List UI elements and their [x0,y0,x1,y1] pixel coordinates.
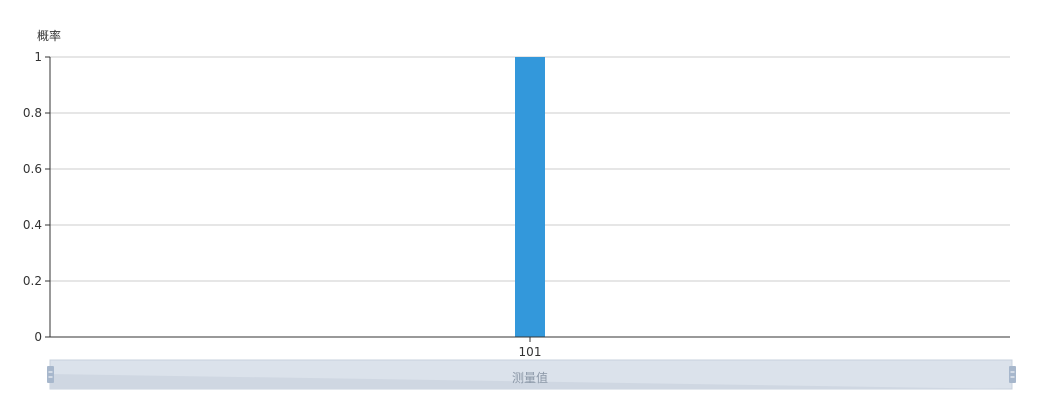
y-tick-label: 0.6 [23,162,42,176]
y-tick-label: 1 [34,50,42,64]
y-tick-label: 0 [34,330,42,344]
y-tick-label: 0.2 [23,274,42,288]
data-zoom-shadow [50,374,1012,389]
y-tick-label: 0.8 [23,106,42,120]
data-zoom-right-handle[interactable] [1009,366,1016,383]
bars [515,57,545,337]
y-axis-title: 概率 [37,28,61,43]
y-tick-label: 0.4 [23,218,42,232]
y-axis-ticks: 0 0.2 0.4 0.6 0.8 1 [23,50,50,344]
data-zoom-label: 测量值 [512,370,548,385]
x-axis-ticks: 101 [519,337,542,359]
x-tick-label: 101 [519,345,542,359]
bar[interactable] [515,57,545,337]
data-zoom-left-handle[interactable] [47,366,54,383]
data-zoom-slider[interactable]: 测量值 [47,359,1016,390]
